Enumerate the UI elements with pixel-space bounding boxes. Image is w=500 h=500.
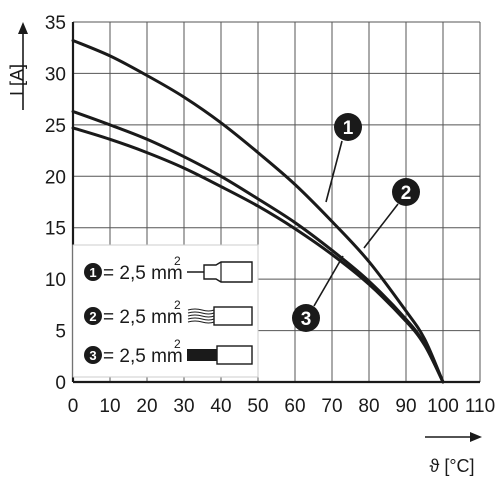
curve-marker-2 [392,178,420,206]
series-line-1 [71,39,445,384]
x-axis-label: ϑ [°C] [429,456,474,476]
y-axis-arrow-head [18,22,28,34]
x-tick-label: 90 [395,396,416,417]
conductor-icon-1 [187,261,253,283]
x-tick-label: 70 [321,396,342,417]
x-tick-label: 10 [99,396,120,417]
x-tick-label: 50 [247,396,268,417]
callout-line-2 [363,203,399,249]
legend-label-sup-3: 2 [174,337,181,351]
y-tick-label: 5 [55,322,66,343]
curve-marker-label-3: 3 [301,309,312,330]
legend-marker-label-3: 3 [89,348,96,363]
x-tick-label: 100 [427,396,459,417]
legend-marker-1 [84,263,102,281]
conductor-icon-3 [187,345,253,365]
y-tick-label: 35 [45,13,66,34]
y-tick-label: 0 [55,373,66,394]
tick-labels: 0 10 20 30 40 50 60 70 80 90 100 110 0 5 10 15 20 25 30 35 [45,13,495,417]
curve-marker-1 [334,113,362,141]
y-tick-label: 20 [45,167,66,188]
x-tick-label: 30 [173,396,194,417]
conductor-icon-2 [187,306,253,326]
legend-marker-3 [84,346,102,364]
legend-label-sup-2: 2 [174,298,181,312]
curves [71,39,445,384]
curve-marker-label-2: 2 [401,183,412,204]
y-tick-label: 10 [45,270,66,291]
curve-markers: 1 2 3 [292,113,420,332]
y-tick-label: 15 [45,219,66,240]
legend-marker-2 [84,307,102,325]
legend-marker-label-1: 1 [89,265,96,280]
x-tick-label: 80 [358,396,379,417]
x-tick-label: 110 [465,396,495,417]
curve-marker-3 [292,304,320,332]
series-line-3 [71,126,445,384]
legend-label-3: = 2,5 mm [103,346,183,367]
x-tick-label: 40 [210,396,231,417]
x-tick-label: 60 [284,396,305,417]
x-axis-arrow-head [470,432,482,442]
legend-label-2: = 2,5 mm [103,307,183,328]
y-axis-label: I [A] [7,64,27,96]
y-tick-label: 30 [45,64,66,85]
callout-line-3 [313,255,344,307]
curve-marker-label-1: 1 [343,118,354,139]
y-tick-label: 25 [45,116,66,137]
legend-marker-label-2: 2 [89,309,96,324]
x-tick-label: 0 [68,396,79,417]
legend-label-sup-1: 2 [174,254,181,268]
x-tick-label: 20 [136,396,157,417]
legend-label-1: = 2,5 mm [103,263,183,284]
callout-line-1 [325,140,343,203]
